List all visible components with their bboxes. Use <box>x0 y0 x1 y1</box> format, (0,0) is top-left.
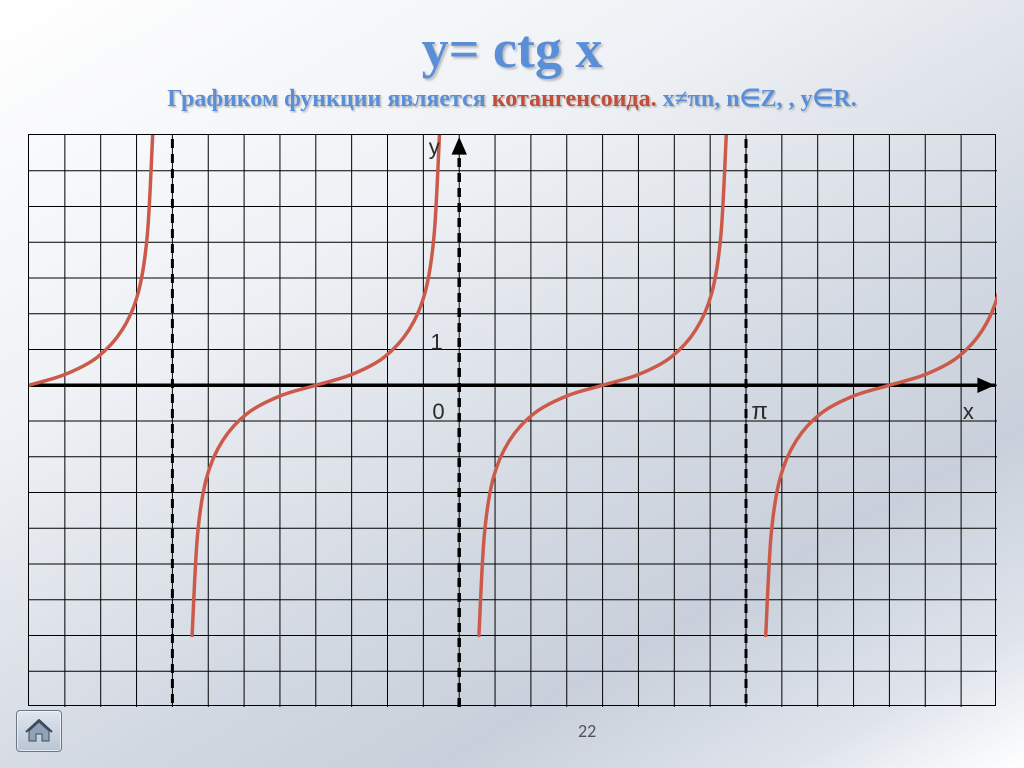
subtitle-highlight: котангенсоида. <box>492 86 657 112</box>
title-text: y= ctg x <box>422 19 603 79</box>
subtitle-suffix: x≠πn, n∈Z, , y∈R. <box>657 86 857 112</box>
axis-label-x: x <box>963 399 974 424</box>
home-icon <box>25 719 53 743</box>
page-number: 22 <box>578 720 596 742</box>
subtitle-prefix: Графиком функции является <box>167 86 492 112</box>
axis-label-zero: 0 <box>432 399 444 424</box>
home-button[interactable] <box>16 710 62 752</box>
page-number-text: 22 <box>578 720 596 742</box>
slide-title: y= ctg x <box>0 18 1024 80</box>
cotangent-chart: y 1 0 π x <box>28 134 996 706</box>
chart-canvas: y 1 0 π x <box>29 135 997 707</box>
axis-label-y: y <box>429 135 440 160</box>
slide-subtitle: Графиком функции является котангенсоида.… <box>0 84 1024 113</box>
axis-label-one: 1 <box>431 330 443 355</box>
axis-label-pi: π <box>751 398 768 425</box>
